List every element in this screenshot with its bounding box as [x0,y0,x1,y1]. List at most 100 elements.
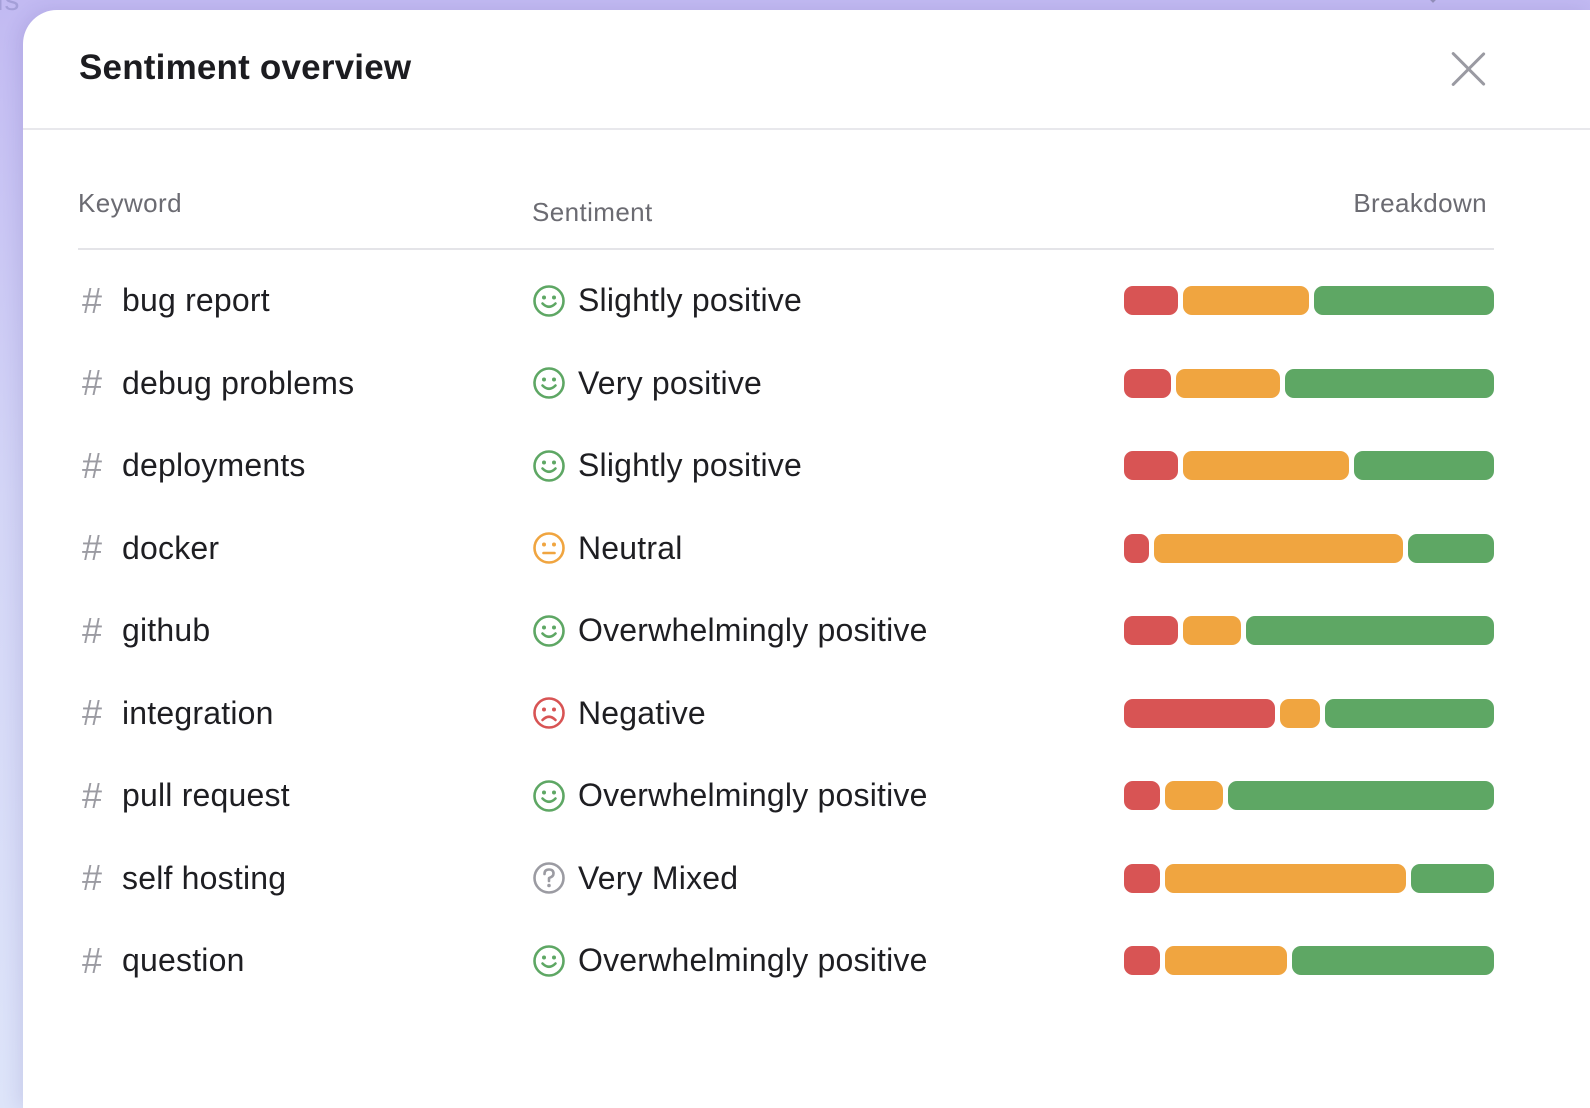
sentiment-cell: Slightly positive [532,447,802,484]
smiley-icon [532,944,566,978]
chevron-down-icon [1423,0,1443,3]
breakdown-negative-segment [1124,863,1160,893]
breakdown-bar [1124,451,1494,480]
breakdown-neutral-segment [1175,368,1281,398]
sentiment-cell: Neutral [532,530,683,567]
keyword-label: docker [122,529,220,566]
sentiment-cell: Overwhelmingly positive [532,777,928,814]
background-page-text: ıs [0,0,20,17]
table-row[interactable]: # pull request Overwhelmingly positive [78,765,1494,825]
breakdown-neutral-segment [1165,863,1407,893]
table-row[interactable]: # github Overwhelmingly positive [78,600,1494,660]
sentiment-label: Neutral [578,529,683,566]
column-header-keyword: Keyword [78,188,182,218]
breakdown-negative-segment [1124,781,1160,810]
breakdown-negative-segment [1124,451,1178,480]
breakdown-neutral-segment [1280,698,1320,728]
keyword-label: pull request [122,777,290,813]
keyword-cell: # pull request [78,777,290,814]
breakdown-neutral-segment [1165,781,1223,810]
sentiment-label: Overwhelmingly positive [578,777,928,813]
sentiment-label: Very positive [578,364,763,401]
sentiment-overview-modal: Sentiment overview Keyword Sentiment Bre… [23,10,1590,1108]
table-row[interactable]: # deployments Slightly positive [78,435,1494,495]
smiley-icon [532,779,566,813]
breakdown-positive-segment [1292,946,1494,975]
keyword-cell: # self hosting [78,860,286,897]
keyword-label: self hosting [122,859,287,896]
sentiment-label: Very Mixed [578,859,739,896]
breakdown-positive-segment [1411,863,1494,893]
smiley-icon [532,284,566,318]
keyword-cell: # github [78,612,210,649]
sentiment-cell: Slightly positive [532,282,802,319]
table-row[interactable]: # bug report Slightly positive [78,270,1494,330]
sentiment-label: Negative [578,694,706,731]
sentiment-label: Overwhelmingly positive [578,942,928,978]
breakdown-positive-segment [1324,698,1494,728]
breakdown-negative-segment [1124,368,1171,398]
sentiment-label: Slightly positive [578,282,802,318]
keyword-label: bug report [122,282,270,318]
keyword-cell: # bug report [78,282,270,319]
modal-title: Sentiment overview [79,48,412,87]
keyword-label: integration [122,694,274,731]
breakdown-positive-segment [1314,286,1494,315]
breakdown-positive-segment [1407,533,1494,563]
sentiment-label: Overwhelmingly positive [578,612,928,648]
neutral-face-icon [532,531,566,565]
hashtag-icon: # [82,527,103,568]
breakdown-positive-segment [1227,781,1494,810]
question-circle-icon [532,861,566,895]
smiley-icon [532,614,566,648]
modal-header: Sentiment overview [23,10,1590,130]
keyword-cell: # integration [78,695,274,732]
breakdown-bar [1124,286,1494,315]
hashtag-icon: # [82,609,103,651]
breakdown-neutral-segment [1165,946,1288,975]
breakdown-neutral-segment [1183,286,1309,315]
hashtag-icon: # [82,444,103,486]
column-header-sentiment: Sentiment [532,197,653,227]
hashtag-icon: # [82,692,103,733]
smiley-icon [532,366,566,400]
close-icon[interactable] [1447,48,1489,90]
hashtag-icon: # [82,939,103,981]
hashtag-icon: # [82,279,103,321]
table-row[interactable]: # question Overwhelmingly positive [78,930,1494,990]
keyword-cell: # deployments [78,447,306,484]
sentiment-cell: Overwhelmingly positive [532,942,928,979]
breakdown-positive-segment [1285,368,1494,398]
table-row[interactable]: # docker Neutral [78,518,1494,578]
sad-face-icon [532,696,566,730]
sentiment-label: Slightly positive [578,447,802,483]
breakdown-positive-segment [1245,616,1494,645]
breakdown-neutral-segment [1183,451,1349,480]
breakdown-bar [1124,698,1494,728]
breakdown-bar [1124,368,1494,398]
keyword-cell: # debug problems [78,365,354,402]
breakdown-neutral-segment [1183,616,1241,645]
breakdown-negative-segment [1124,698,1276,728]
hashtag-icon: # [82,774,103,816]
column-header-breakdown: Breakdown [1353,188,1487,218]
table-row[interactable]: # integration Negative [78,683,1494,743]
breakdown-negative-segment [1124,533,1150,563]
hashtag-icon: # [82,857,103,898]
keyword-label: deployments [122,447,306,483]
sentiment-cell: Negative [532,695,706,732]
sentiment-cell: Overwhelmingly positive [532,612,928,649]
keyword-label: debug problems [122,364,355,401]
breakdown-bar [1124,946,1494,975]
table-row[interactable]: # debug problems Very positive [78,353,1494,413]
breakdown-negative-segment [1124,286,1178,315]
breakdown-neutral-segment [1154,533,1403,563]
breakdown-positive-segment [1353,451,1494,480]
table-header: Keyword Sentiment Breakdown [78,180,1494,250]
keyword-label: question [122,942,245,978]
breakdown-bar [1124,616,1494,645]
table-row[interactable]: # self hosting Very Mixed [78,848,1494,908]
hashtag-icon: # [82,362,103,403]
keyword-label: github [122,612,211,648]
smiley-icon [532,449,566,483]
